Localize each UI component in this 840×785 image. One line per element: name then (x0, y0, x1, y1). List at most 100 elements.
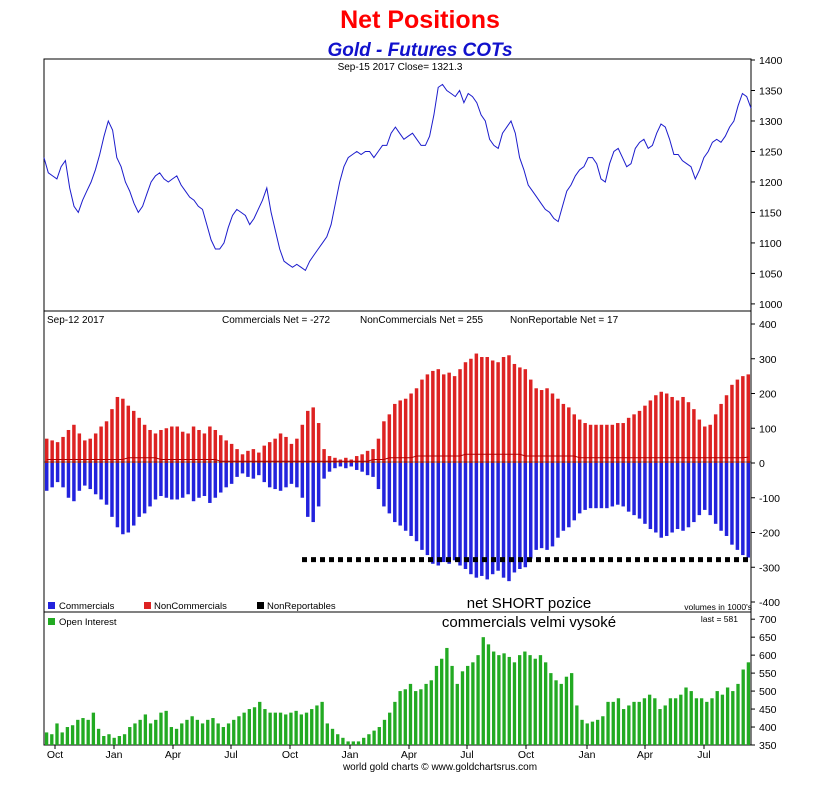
noncommercials-bar (77, 433, 82, 463)
commercials-bar (713, 463, 718, 524)
noncommercials-bar (333, 457, 337, 463)
open-interest-bar (424, 683, 428, 745)
open-interest-bar (523, 651, 527, 745)
noncommercials-bar (153, 433, 158, 463)
open-interest-bar (382, 719, 387, 745)
commercials-bar (257, 463, 261, 476)
commercials-bar (175, 463, 179, 500)
price-y-tick-label: 1400 (759, 55, 783, 67)
chart-title: Net Positions (340, 6, 500, 34)
commercials-bar (469, 463, 473, 575)
open-interest-bar (169, 727, 174, 745)
commercials-bar (191, 463, 196, 502)
open-interest-bar (294, 710, 298, 745)
open-interest-bar (440, 658, 444, 745)
commercials-bar (311, 463, 315, 523)
legend-swatch-nonreportables (257, 602, 264, 609)
noncommercials-bar (534, 388, 538, 463)
commercials-bar (246, 463, 250, 477)
net-header-commercials: Commercials Net = -272 (222, 315, 331, 326)
noncommercials-bar (724, 395, 729, 463)
noncommercials-bar (447, 372, 451, 463)
noncommercials-bar (344, 457, 348, 463)
open-interest-bar (200, 723, 205, 745)
noncommercials-bar (278, 433, 283, 463)
noncommercials-bar (180, 431, 185, 463)
open-interest-bar (96, 728, 101, 745)
noncommercials-bar (414, 388, 419, 463)
open-interest-bar (91, 712, 96, 745)
open-interest-bar (746, 662, 751, 745)
legend-nonreportables: NonReportables (267, 601, 336, 612)
noncommercials-bar (545, 388, 549, 463)
open-interest-bar (211, 718, 215, 745)
noncommercials-bar (50, 440, 54, 463)
noncommercials-bar (246, 450, 250, 463)
noncommercials-bar (137, 417, 141, 463)
open-interest-bar (356, 741, 361, 745)
open-interest-bar (502, 653, 506, 745)
open-interest-bar (60, 732, 64, 745)
noncommercials-bar (556, 398, 560, 463)
noncommercials-bar (496, 362, 500, 463)
noncommercials-bar (393, 403, 397, 463)
noncommercials-bar (365, 450, 370, 463)
open-interest-bar (148, 723, 153, 745)
noncommercials-bar (300, 424, 305, 463)
commercials-bar (588, 463, 593, 509)
noncommercials-bar (159, 429, 163, 463)
commercials-bar (121, 463, 125, 535)
legend-swatch-open-interest (48, 618, 55, 625)
commercials-bar (708, 463, 712, 516)
open-interest-bar (263, 709, 267, 745)
open-interest-bar (668, 698, 673, 745)
oi-y-tick-label: 700 (759, 614, 777, 626)
open-interest-bar (647, 694, 652, 745)
open-interest-bar (616, 698, 621, 745)
noncommercials-bar (354, 456, 359, 463)
commercials-bar (219, 463, 223, 493)
noncommercials-bar (197, 429, 201, 463)
noncommercials-bar (240, 454, 245, 463)
x-tick-label: Jul (460, 749, 473, 761)
open-interest-bar (549, 673, 553, 745)
open-interest-bar (414, 691, 418, 745)
open-interest-bar (351, 741, 355, 745)
open-interest-bar (569, 673, 574, 745)
commercials-bar (534, 463, 538, 550)
commercials-bar (626, 463, 631, 512)
noncommercials-bar (550, 393, 555, 463)
open-interest-bar (81, 718, 85, 745)
open-interest-bar (232, 719, 236, 745)
open-interest-bar (284, 714, 288, 745)
open-interest-bar (310, 709, 314, 745)
commercials-bar (458, 463, 462, 566)
open-interest-bar (720, 694, 725, 745)
net-header-date: Sep-12 2017 (47, 315, 105, 326)
open-interest-bar (128, 727, 132, 745)
commercials-bar (539, 463, 544, 549)
open-interest-bar (673, 698, 678, 745)
commercials-bar (289, 463, 294, 484)
noncommercials-bar (572, 414, 576, 463)
oi-y-tick-label: 350 (759, 740, 777, 752)
commercials-bar (637, 463, 642, 519)
commercials-bar (322, 463, 326, 479)
noncommercials-bar (273, 438, 277, 463)
open-interest-bar (362, 737, 366, 745)
noncommercials-bar (66, 429, 71, 463)
commercials-bar (664, 463, 669, 536)
commercials-bar (278, 463, 283, 491)
x-tick-label: Jan (106, 749, 123, 761)
noncommercials-bar (55, 442, 60, 463)
noncommercials-bar (306, 410, 310, 463)
open-interest-bar (486, 644, 491, 745)
open-interest-bar (143, 714, 148, 745)
commercials-bar (202, 463, 207, 497)
noncommercials-bar (599, 424, 604, 463)
price-y-tick-label: 1350 (759, 85, 783, 97)
noncommercials-bar (142, 424, 147, 463)
commercials-bar (354, 463, 359, 470)
open-interest-bar (278, 712, 283, 745)
commercials-bar (621, 463, 625, 507)
